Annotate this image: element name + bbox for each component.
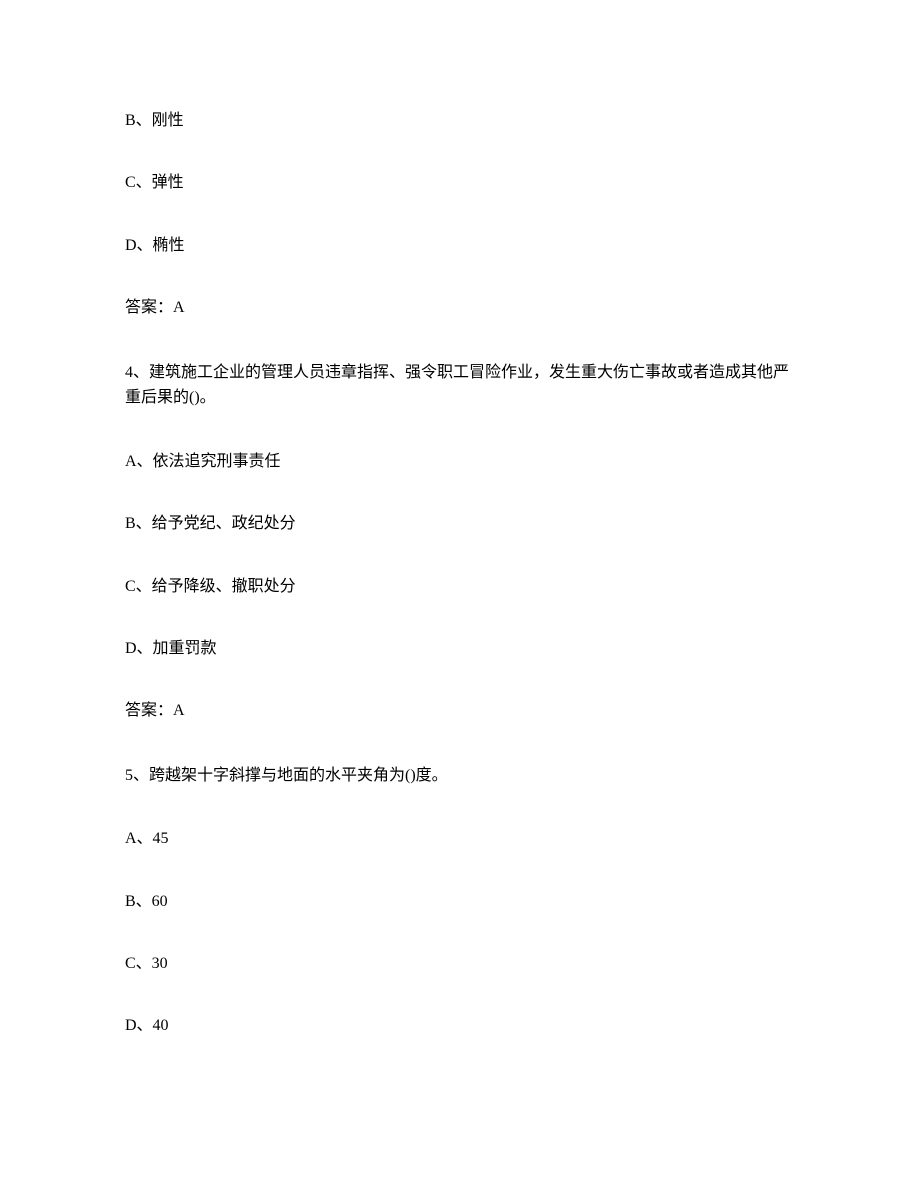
q5-option-b: B、60 (125, 891, 795, 913)
q3-option-d: D、椭性 (125, 235, 795, 257)
q5-option-d: D、40 (125, 1015, 795, 1037)
q5-option-a: A、45 (125, 828, 795, 850)
q5-question: 5、跨越架十字斜撑与地面的水平夹角为()度。 (125, 763, 795, 789)
q4-question: 4、建筑施工企业的管理人员违章指挥、强令职工冒险作业，发生重大伤亡事故或者造成其… (125, 360, 795, 411)
q4-answer: 答案：A (125, 700, 795, 722)
q4-option-b: B、给予党纪、政纪处分 (125, 513, 795, 535)
q3-answer: 答案：A (125, 297, 795, 319)
q3-option-b: B、刚性 (125, 110, 795, 132)
q4-option-d: D、加重罚款 (125, 638, 795, 660)
q3-option-c: C、弹性 (125, 172, 795, 194)
q4-option-a: A、依法追究刑事责任 (125, 451, 795, 473)
q4-option-c: C、给予降级、撤职处分 (125, 576, 795, 598)
q5-option-c: C、30 (125, 953, 795, 975)
